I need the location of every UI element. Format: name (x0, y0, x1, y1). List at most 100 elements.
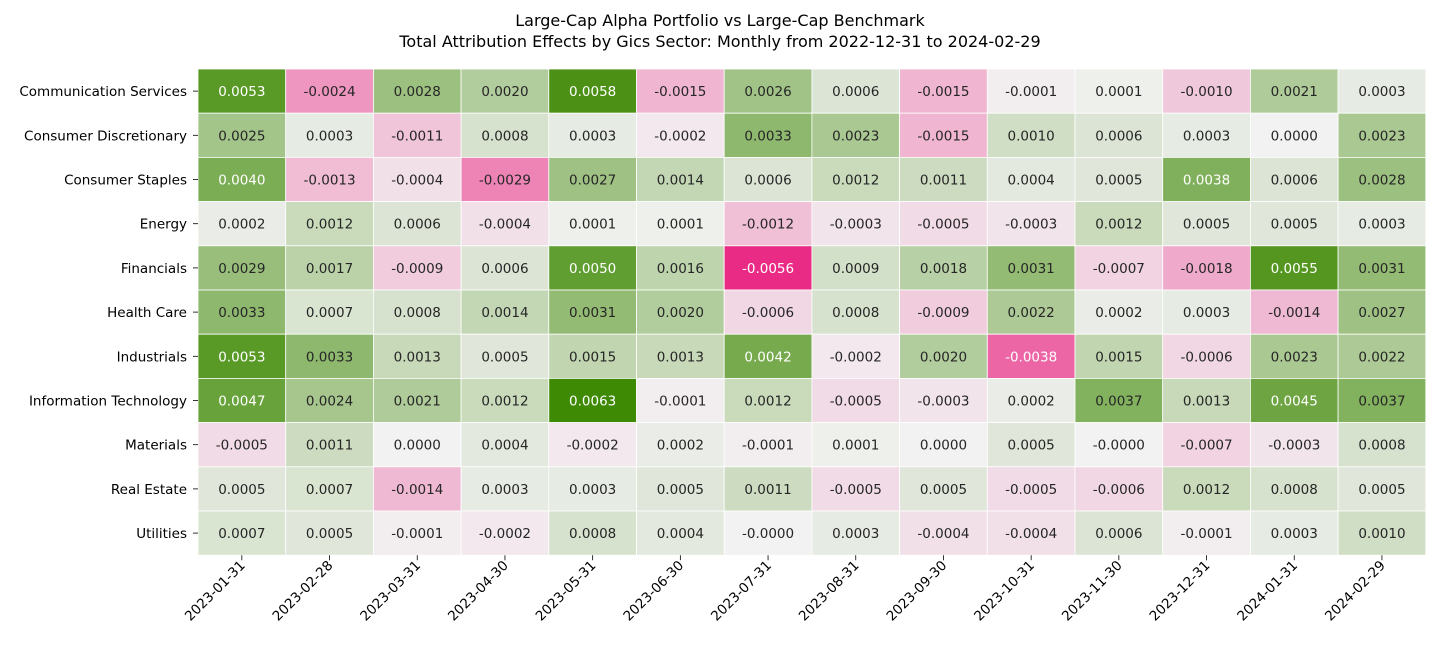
cell-value-label: -0.0007 (1093, 261, 1145, 277)
heatmap-cell (811, 422, 901, 468)
heatmap-cell (636, 68, 725, 114)
heatmap-cell (1162, 422, 1251, 468)
heatmap-cell (197, 466, 287, 512)
heatmap-cell (372, 68, 462, 114)
cell-value-label: 0.0013 (1183, 394, 1230, 410)
x-tick-label: 2023-03-31 (357, 558, 424, 625)
cell-value-label: 0.0028 (1358, 173, 1405, 189)
cell-value-label: 0.0006 (394, 217, 441, 233)
heatmap-cell (285, 201, 374, 247)
cell-value-label: 0.0001 (657, 217, 704, 233)
heatmap-cell (460, 201, 550, 247)
heatmap-cell (1250, 245, 1339, 291)
x-tick-label: 2023-09-30 (883, 558, 950, 625)
heatmap-cell (285, 422, 374, 468)
cell-value-label: 0.0012 (744, 394, 791, 410)
cell-value-label: 0.0014 (481, 305, 528, 321)
cell-value-label: 0.0000 (1271, 128, 1318, 144)
heatmap-cell (1337, 112, 1427, 158)
cell-value-label: 0.0010 (1008, 128, 1055, 144)
heatmap-cell (197, 422, 287, 468)
cell-value-label: 0.0020 (920, 349, 967, 365)
heatmap-cell (548, 422, 637, 468)
x-tick-label: 2023-06-30 (620, 558, 687, 625)
heatmap-cell (1162, 333, 1251, 379)
cell-value-label: 0.0008 (481, 128, 528, 144)
heatmap-cell (1074, 422, 1164, 468)
heatmap-cell (1250, 333, 1339, 379)
cell-value-label: 0.0015 (569, 349, 616, 365)
y-tick-label: Energy (140, 217, 187, 233)
cell-value-label: 0.0027 (569, 173, 616, 189)
heatmap-cell (986, 510, 1076, 556)
cell-value-label: -0.0056 (742, 261, 794, 277)
heatmap-cell (1162, 466, 1251, 512)
heatmap-cell (548, 333, 637, 379)
cell-value-label: 0.0031 (569, 305, 616, 321)
heatmap-cell (1074, 201, 1164, 247)
cell-value-label: 0.0008 (394, 305, 441, 321)
heatmap-cell (372, 156, 462, 202)
heatmap-cell (372, 510, 462, 556)
x-tick-label: 2024-01-31 (1234, 558, 1301, 625)
heatmap-cell (636, 245, 725, 291)
heatmap-cell (460, 422, 550, 468)
heatmap-cell (1337, 333, 1427, 379)
cell-value-label: 0.0033 (306, 349, 353, 365)
cell-value-label: 0.0011 (920, 173, 967, 189)
cell-value-label: -0.0005 (830, 482, 882, 498)
y-tick-label: Real Estate (111, 482, 187, 498)
heatmap-cell (636, 112, 725, 158)
heatmap-cell (1074, 245, 1164, 291)
heatmap-cell (548, 112, 637, 158)
cell-value-label: 0.0013 (394, 349, 441, 365)
cell-value-label: 0.0047 (218, 394, 265, 410)
cell-value-label: 0.0009 (832, 261, 879, 277)
heatmap-cell (899, 156, 988, 202)
cell-value-label: 0.0040 (218, 173, 265, 189)
cell-value-label: 0.0025 (218, 128, 265, 144)
heatmap-cell (285, 377, 374, 423)
heatmap-cell (811, 510, 901, 556)
cell-value-label: 0.0003 (569, 482, 616, 498)
cell-value-label: -0.0005 (917, 217, 969, 233)
cell-value-label: 0.0021 (1271, 84, 1318, 100)
heatmap-cell (1162, 156, 1251, 202)
chart-title-block: Large-Cap Alpha Portfolio vs Large-Cap B… (0, 10, 1440, 52)
heatmap-cell (899, 466, 988, 512)
heatmap-cell (460, 68, 550, 114)
cell-value-label: 0.0012 (306, 217, 353, 233)
cell-value-label: 0.0012 (481, 394, 528, 410)
heatmap-cell (636, 201, 725, 247)
cell-value-label: 0.0027 (1358, 305, 1405, 321)
cell-value-label: 0.0022 (1358, 349, 1405, 365)
cell-value-label: 0.0050 (569, 261, 616, 277)
cell-value-label: 0.0005 (1008, 438, 1055, 454)
heatmap-cell (1337, 422, 1427, 468)
cell-value-label: 0.0018 (920, 261, 967, 277)
cell-value-label: 0.0023 (1271, 349, 1318, 365)
heatmap-cell (1074, 333, 1164, 379)
heatmap-cell (636, 156, 725, 202)
heatmap-cell (1074, 68, 1164, 114)
heatmap-cell (1337, 377, 1427, 423)
cell-value-label: -0.0014 (391, 482, 443, 498)
heatmap-cells: 0.0053 -0.0024 0.0028 0.0020 0.0058 -0.0015 0.… (197, 68, 1427, 556)
heatmap-cell (636, 510, 725, 556)
heatmap-cell (460, 245, 550, 291)
cell-value-label: 0.0003 (832, 526, 879, 542)
cell-value-label: 0.0005 (1358, 482, 1405, 498)
cell-value-label: 0.0005 (920, 482, 967, 498)
cell-value-label: 0.0053 (218, 84, 265, 100)
heatmap-cell (723, 377, 813, 423)
cell-value-label: 0.0000 (394, 438, 441, 454)
cell-value-label: 0.0028 (394, 84, 441, 100)
heatmap-cell (197, 68, 287, 114)
heatmap-cell (1162, 510, 1251, 556)
heatmap-cell (285, 289, 374, 335)
cell-value-label: 0.0020 (481, 84, 528, 100)
cell-value-label: -0.0003 (1005, 217, 1057, 233)
heatmap-cell (460, 156, 550, 202)
cell-value-label: 0.0005 (1095, 173, 1142, 189)
cell-value-label: 0.0004 (1008, 173, 1055, 189)
